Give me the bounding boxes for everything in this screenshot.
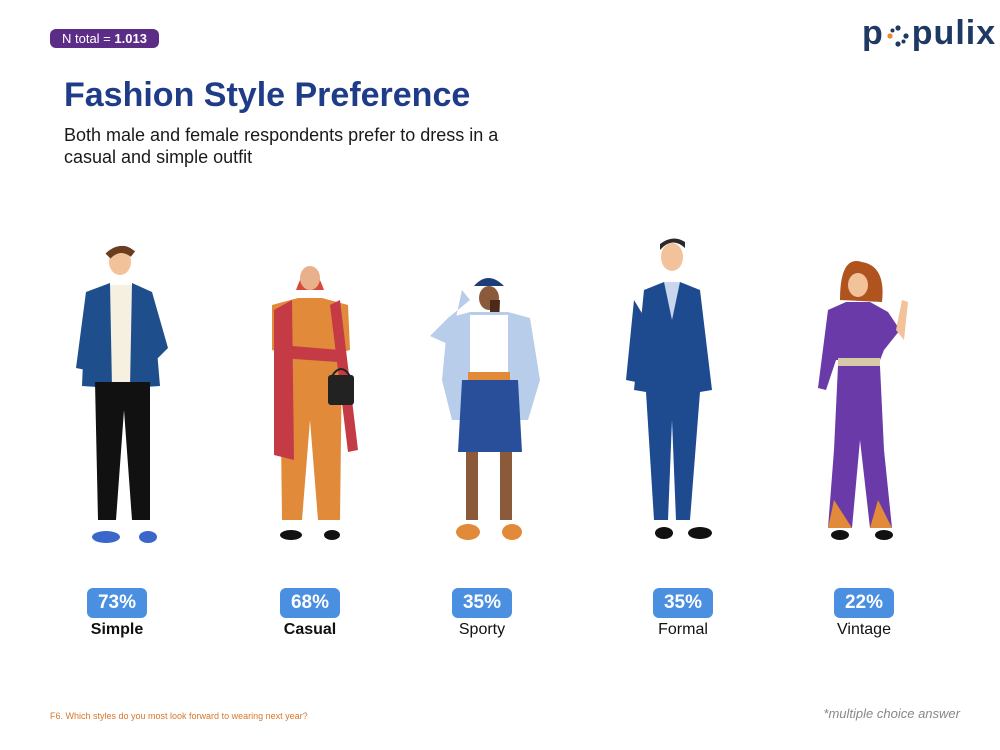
value-label-casual: 68%	[280, 588, 340, 618]
vintage-outfit-person-icon	[818, 261, 908, 540]
category-label-sporty: Sporty	[458, 621, 506, 638]
category-label-casual: Casual	[283, 621, 337, 638]
casual-outfit-person-icon	[272, 266, 358, 540]
populix-logo: p pulix	[862, 14, 996, 53]
page-title: Fashion Style Preference	[64, 76, 471, 114]
formal-outfit-person-icon	[626, 238, 712, 539]
sporty-outfit-person-icon	[430, 278, 540, 540]
multiple-choice-note: *multiple choice answer	[823, 706, 960, 721]
sample-size-value: 1.013	[114, 31, 147, 46]
logo-text-left: p	[862, 14, 884, 52]
sample-size-label: N total =	[62, 31, 115, 46]
survey-question-footnote: F6. Which styles do you most look forwar…	[50, 711, 308, 721]
category-label-simple: Simple	[90, 621, 144, 638]
category-label-vintage: Vintage	[837, 621, 891, 638]
value-label-formal: 35%	[653, 588, 713, 618]
category-label-formal: Formal	[658, 621, 708, 638]
value-label-simple: 73%	[87, 588, 147, 618]
logo-text-right: pulix	[911, 14, 997, 52]
sample-size-badge: N total = 1.013	[50, 29, 159, 48]
value-label-vintage: 22%	[834, 588, 894, 618]
value-label-sporty: 35%	[452, 588, 512, 618]
simple-outfit-person-icon	[76, 245, 168, 543]
page-subtitle: Both male and female respondents prefer …	[64, 125, 499, 167]
logo-dots-icon	[887, 24, 909, 47]
